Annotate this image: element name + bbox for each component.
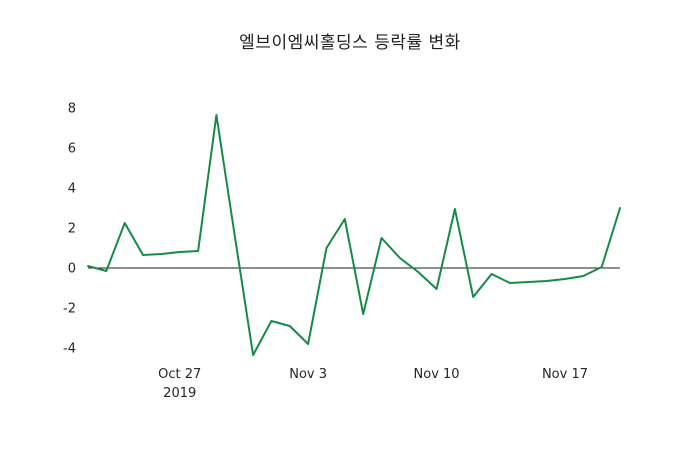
x-tick-sublabel: 2019 xyxy=(163,386,196,401)
y-tick-label: 0 xyxy=(68,262,76,277)
y-tick-label: 8 xyxy=(68,102,76,117)
y-tick-label: 2 xyxy=(68,222,76,237)
x-tick-label: Nov 10 xyxy=(414,367,460,382)
series-line xyxy=(87,114,621,356)
y-tick-label: -4 xyxy=(63,342,76,357)
chart-title: 엘브이엠씨홀딩스 등락률 변화 xyxy=(239,33,461,53)
x-tick-label: Oct 27 xyxy=(158,367,201,382)
y-tick-label: 4 xyxy=(68,182,76,197)
y-tick-label: 6 xyxy=(68,142,76,157)
x-tick-label: Nov 3 xyxy=(289,367,327,382)
y-tick-label: -2 xyxy=(63,302,76,317)
x-tick-label: Nov 17 xyxy=(542,367,588,382)
